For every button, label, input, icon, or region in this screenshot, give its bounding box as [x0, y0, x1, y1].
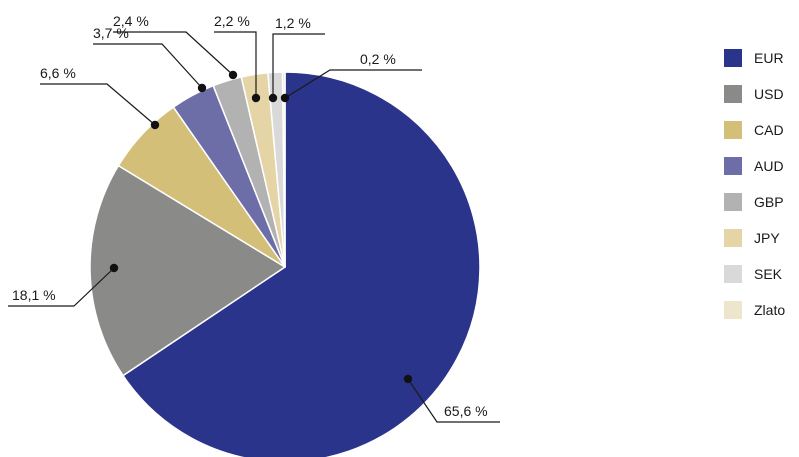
legend-swatch-eur: [724, 49, 742, 67]
leader-line-aud: [93, 43, 203, 89]
data-labels: 65,6 % 18,1 % 6,6 % 3,7 %2,4 % 2,2 % 1,2 % 0,2…: [12, 13, 488, 419]
leader-line-eur: [407, 378, 500, 423]
leader-dot-gbp: [228, 70, 238, 80]
legend-swatch-gbp: [724, 193, 742, 211]
legend-swatch-cad: [724, 121, 742, 139]
data-label-cad: 6,6 %: [40, 65, 76, 81]
leader-line-zlato: [284, 69, 422, 99]
data-label-sek: 1,2 %: [275, 15, 311, 31]
leader-dot-zlato: [280, 93, 290, 103]
legend-label-jpy: JPY: [754, 230, 780, 246]
data-label-usd: 18,1 %: [12, 287, 56, 303]
pie-slice-eur: [122, 71, 481, 457]
leader-dot-sek: [268, 93, 278, 103]
leader-dot-usd: [109, 263, 119, 273]
pie-slice-usd: [89, 164, 286, 377]
leader-dot-aud: [197, 83, 207, 93]
legend-swatch-sek: [724, 265, 742, 283]
legend-label-gbp: GBP: [754, 194, 784, 210]
legend-swatch-zlato: [724, 301, 742, 319]
legend-label-cad: CAD: [754, 122, 784, 138]
leader-line-cad: [40, 83, 156, 126]
legend-label-sek: SEK: [754, 266, 783, 282]
data-label-jpy: 2,2 %: [214, 13, 250, 29]
legend-label-eur: EUR: [754, 50, 784, 66]
data-label-gbp: 2,4 %: [113, 13, 149, 29]
leader-dot-cad: [150, 120, 160, 130]
leader-line-jpy: [214, 31, 257, 98]
pie-slices: [89, 71, 481, 457]
data-label-zlato: 0,2 %: [360, 51, 396, 67]
legend-swatch-usd: [724, 85, 742, 103]
legend-label-aud: AUD: [754, 158, 784, 174]
legend-label-usd: USD: [754, 86, 784, 102]
legend-label-zlato: Zlato: [754, 302, 785, 318]
leader-lines: [8, 31, 500, 423]
leader-line-gbp: [113, 31, 234, 76]
data-label-aud: 3,7 %: [93, 25, 129, 41]
legend-swatch-jpy: [724, 229, 742, 247]
leader-dot-jpy: [251, 93, 261, 103]
data-label-eur: 65,6 %: [444, 403, 488, 419]
leader-line-usd: [8, 267, 115, 307]
leader-dot-eur: [403, 374, 413, 384]
leader-line-sek: [272, 33, 325, 98]
legend-swatch-aud: [724, 157, 742, 175]
pie-slice-zlato: [281, 71, 286, 268]
legend: EUR USD CAD AUD GBP JPY SEK Zlato: [724, 49, 785, 319]
